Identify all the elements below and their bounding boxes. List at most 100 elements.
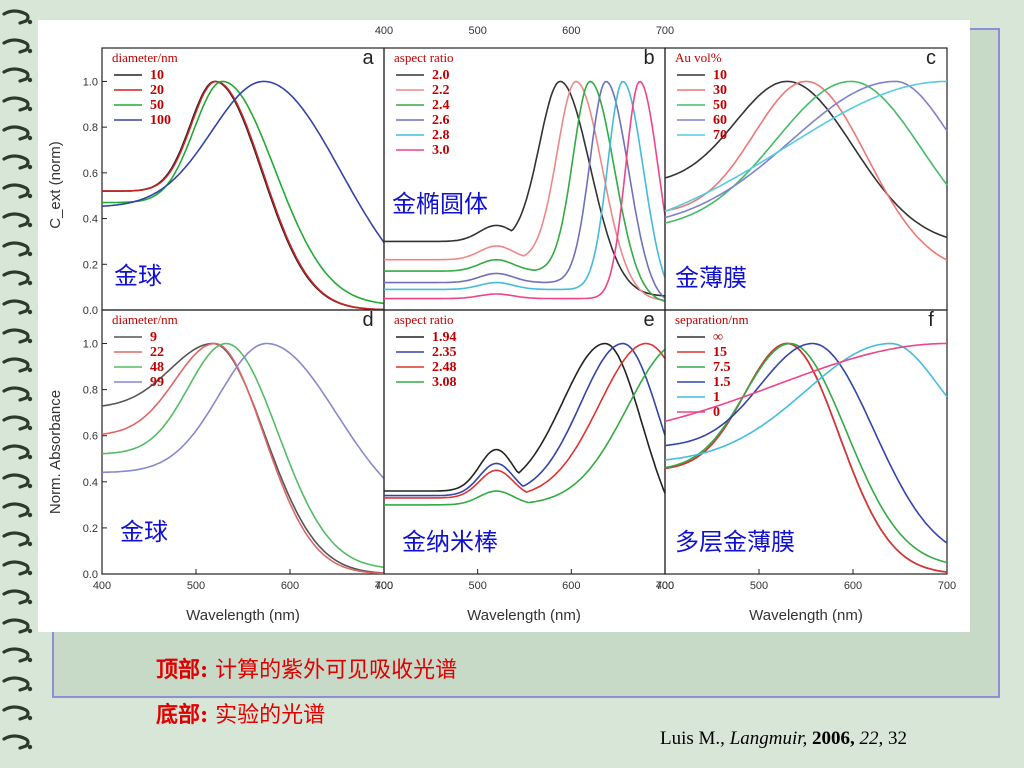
legend-label: 9: [150, 330, 157, 345]
y-tick-label: 0.4: [83, 214, 98, 226]
series-line-a-50: [102, 80, 385, 305]
y-tick-label: 0.6: [83, 431, 98, 443]
series-line-b-3.0: [384, 80, 666, 300]
legend-label: 100: [150, 113, 171, 128]
legend-label: 10: [713, 68, 727, 83]
legend-label: 10: [150, 68, 164, 83]
caption-top: 顶部: 计算的紫外可见吸收光谱: [156, 652, 457, 684]
series-line-e-3.08: [384, 348, 666, 506]
binding-hole: [27, 280, 33, 286]
legend-label: ∞: [713, 330, 723, 345]
legend-title: diameter/nm: [112, 312, 178, 327]
binding-hole: [27, 309, 33, 315]
legend-label: 15: [713, 345, 727, 360]
panel-letter: e: [643, 309, 654, 331]
binding-ring: [2, 705, 30, 721]
citation-author: Luis M.,: [660, 728, 730, 749]
series-line-b-2.6: [384, 80, 666, 299]
x-axis-label: Wavelength (nm): [467, 607, 581, 624]
legend-label: 70: [713, 128, 727, 143]
legend-label: 60: [713, 113, 727, 128]
panel-letter: b: [643, 47, 654, 69]
legend-title: aspect ratio: [394, 50, 454, 65]
panel-label-cn: 金纳米棒: [402, 528, 498, 556]
citation-volume: 22,: [854, 728, 884, 749]
y-tick-label: 1.0: [83, 339, 98, 351]
top-x-tick-label: 600: [562, 25, 580, 37]
panel-label-cn: 金椭圆体: [392, 190, 488, 218]
panel-letter: a: [362, 47, 374, 69]
series-line-b-2.8: [384, 80, 666, 291]
panel-d: 0.0 0.2 0.4 0.6 0.8 1.0 400 500 600 700 d diameter/…: [83, 309, 393, 592]
legend-label: 50: [713, 98, 727, 113]
binding-ring: [2, 647, 30, 663]
x-axis-label: Wavelength (nm): [186, 607, 300, 624]
binding-hole: [27, 48, 33, 54]
binding-hole: [27, 425, 33, 431]
series-line-f-1.5: [664, 342, 948, 544]
caption-bottom-text: 实验的光谱: [208, 703, 326, 728]
x-tick-label: 500: [468, 580, 486, 592]
series-line-c-50: [664, 80, 948, 224]
y-tick-label: 0.2: [83, 259, 98, 271]
legend-label: 2.35: [432, 345, 457, 360]
panel-label-cn: 多层金薄膜: [675, 528, 795, 556]
legend-label: 30: [713, 83, 727, 98]
binding-ring: [2, 357, 30, 373]
binding-ring: [2, 676, 30, 692]
binding-ring: [2, 125, 30, 141]
binding-hole: [27, 193, 33, 199]
binding-hole: [27, 222, 33, 228]
binding-ring: [2, 531, 30, 547]
series-line-f-0: [664, 342, 947, 423]
y-tick-label: 0.8: [83, 385, 98, 397]
legend-label: 1.5: [713, 375, 731, 390]
y-tick-label: 0.8: [83, 122, 98, 134]
legend-label: 22: [150, 345, 164, 360]
x-tick-label: 600: [562, 580, 580, 592]
binding-ring: [2, 183, 30, 199]
y-tick-label: 1.0: [83, 76, 98, 88]
spiral-binding: [2, 9, 33, 750]
caption-top-text: 计算的紫外可见吸收光谱: [208, 658, 458, 683]
series-line-b-2.4: [384, 80, 666, 302]
series-line-a-20: [102, 80, 384, 311]
binding-ring: [2, 589, 30, 605]
panel-letter: d: [362, 309, 373, 331]
legend-label: 2.2: [432, 83, 450, 98]
x-tick-label: 400: [93, 580, 111, 592]
x-tick-label: 500: [187, 580, 205, 592]
legend-title: separation/nm: [675, 312, 749, 327]
y-tick-label: 0.0: [83, 569, 98, 581]
binding-hole: [27, 715, 33, 721]
x-tick-label: 600: [281, 580, 299, 592]
x-axis-label: Wavelength (nm): [749, 607, 863, 624]
citation-journal: Langmuir,: [729, 728, 808, 749]
y-axis-label-top: C_ext (norm): [47, 141, 64, 229]
legend-label: 2.48: [432, 360, 457, 375]
binding-hole: [27, 541, 33, 547]
series-line-b-2.2: [384, 80, 666, 301]
binding-ring: [2, 328, 30, 344]
binding-ring: [2, 38, 30, 54]
y-tick-label: 0.6: [83, 168, 98, 180]
x-tick-label: 500: [750, 580, 768, 592]
binding-ring: [2, 502, 30, 518]
x-tick-label: 700: [375, 580, 393, 592]
legend-label: 0: [713, 405, 720, 420]
series-line-f-1: [664, 342, 948, 461]
binding-hole: [27, 164, 33, 170]
binding-ring: [2, 734, 30, 750]
binding-hole: [27, 483, 33, 489]
citation: Luis M., Langmuir, 2006, 22, 32: [660, 728, 907, 750]
binding-hole: [27, 744, 33, 750]
binding-hole: [27, 570, 33, 576]
series-line-c-60: [664, 80, 948, 219]
x-tick-label: 700: [656, 580, 674, 592]
binding-hole: [27, 512, 33, 518]
caption-bottom-label: 底部:: [156, 702, 209, 728]
series-line-d-99: [102, 342, 385, 480]
legend-label: 20: [150, 83, 164, 98]
caption-bottom: 底部: 实验的光谱: [156, 697, 325, 729]
